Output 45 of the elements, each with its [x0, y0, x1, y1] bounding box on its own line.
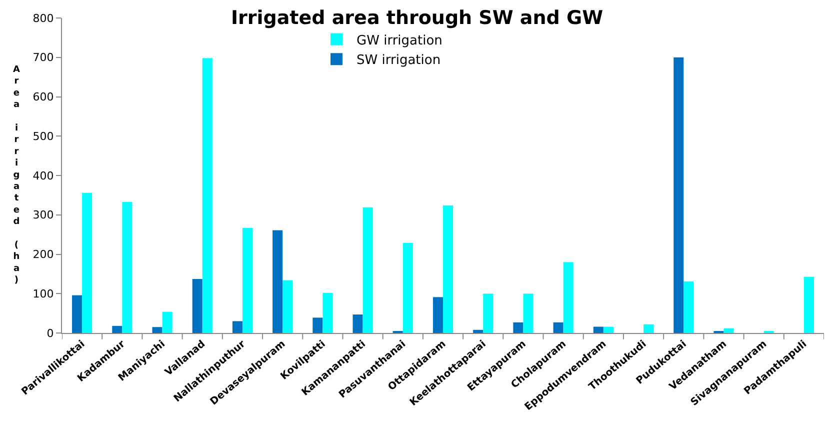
bar	[523, 294, 534, 333]
bar	[432, 297, 443, 333]
y-tick-label: 0	[46, 326, 54, 340]
bar	[202, 58, 212, 333]
text: Area irrigated (ha)	[13, 65, 20, 286]
y-tick-label: 200	[32, 248, 54, 262]
bar	[603, 326, 614, 333]
bar	[483, 294, 494, 333]
legend-label: GW irrigation	[356, 33, 442, 48]
y-tick-label: 300	[32, 208, 54, 222]
bar	[402, 242, 413, 333]
bar	[82, 192, 92, 333]
bar	[162, 312, 172, 333]
bar	[352, 314, 363, 333]
bar	[232, 321, 242, 333]
bar	[362, 207, 373, 333]
bar	[443, 205, 454, 333]
bar	[152, 327, 162, 333]
bar	[804, 276, 814, 333]
bar	[724, 328, 734, 333]
bar	[593, 326, 604, 333]
y-tick-label: 400	[32, 169, 54, 182]
bar	[553, 322, 564, 333]
bar	[513, 322, 524, 333]
bar	[322, 292, 333, 333]
bar	[684, 281, 694, 333]
bar	[312, 318, 323, 333]
chart-title: Irrigated area through SW and GW	[230, 7, 604, 30]
bar	[674, 57, 684, 333]
bar	[473, 330, 484, 333]
bar	[72, 295, 82, 333]
bar	[272, 230, 283, 333]
bar	[644, 324, 654, 333]
y-tick-label: 600	[32, 90, 54, 104]
bar	[242, 228, 252, 333]
bar	[122, 202, 132, 333]
legend-label: SW irrigation	[356, 53, 441, 68]
y-tick-label: 100	[32, 287, 54, 300]
y-tick-label: 500	[32, 130, 54, 143]
bar	[192, 279, 202, 333]
y-tick-label: 800	[32, 12, 54, 25]
bar	[112, 326, 122, 333]
bar	[563, 262, 574, 333]
bar	[282, 280, 293, 333]
y-tick-label: 700	[32, 51, 54, 64]
